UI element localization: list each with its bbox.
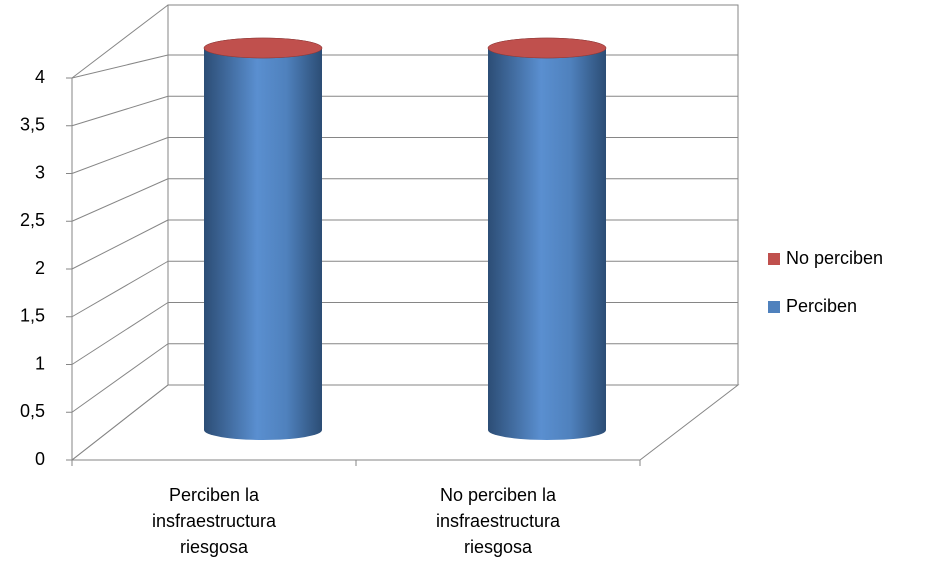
x-tick-label: Perciben la insfraestructura riesgosa — [151, 485, 277, 557]
back-wall — [167, 4, 739, 385]
legend-swatch — [768, 253, 780, 265]
grid-line — [71, 54, 169, 79]
cylinder — [487, 37, 607, 440]
grid-line — [71, 178, 169, 222]
y-tick-label: 2 — [35, 258, 45, 278]
y-tick-label: 1,5 — [20, 306, 45, 326]
cylinder-body — [204, 48, 322, 440]
legend-swatch — [768, 301, 780, 313]
grid-line — [71, 384, 169, 461]
y-tick-label: 3,5 — [20, 115, 45, 135]
floor — [70, 384, 740, 461]
y-tick-label: 0 — [35, 449, 45, 469]
y-tick-label: 4 — [35, 67, 45, 87]
grid-line — [71, 302, 169, 365]
cylinder-top — [203, 37, 323, 59]
grid-line — [71, 219, 169, 270]
y-tick-label: 0,5 — [20, 401, 45, 421]
cylinder — [203, 37, 323, 59]
x-tick-label: No perciben la insfraestructura riesgosa — [435, 485, 561, 557]
grid-line — [71, 137, 169, 174]
y-tick-label: 3 — [35, 162, 45, 182]
cylinder-top — [487, 37, 607, 59]
cylinder — [487, 37, 607, 59]
grid-line — [71, 95, 169, 127]
y-tick-label: 2,5 — [20, 210, 45, 230]
y-tick-label: 1 — [35, 353, 45, 373]
grid-line — [71, 260, 169, 318]
legend-label: Perciben — [786, 296, 857, 316]
cylinder — [203, 37, 323, 440]
legend-label: No perciben — [786, 248, 883, 268]
grid-line — [71, 343, 169, 413]
cylinder-body — [488, 48, 606, 440]
wall-edge — [71, 4, 169, 79]
